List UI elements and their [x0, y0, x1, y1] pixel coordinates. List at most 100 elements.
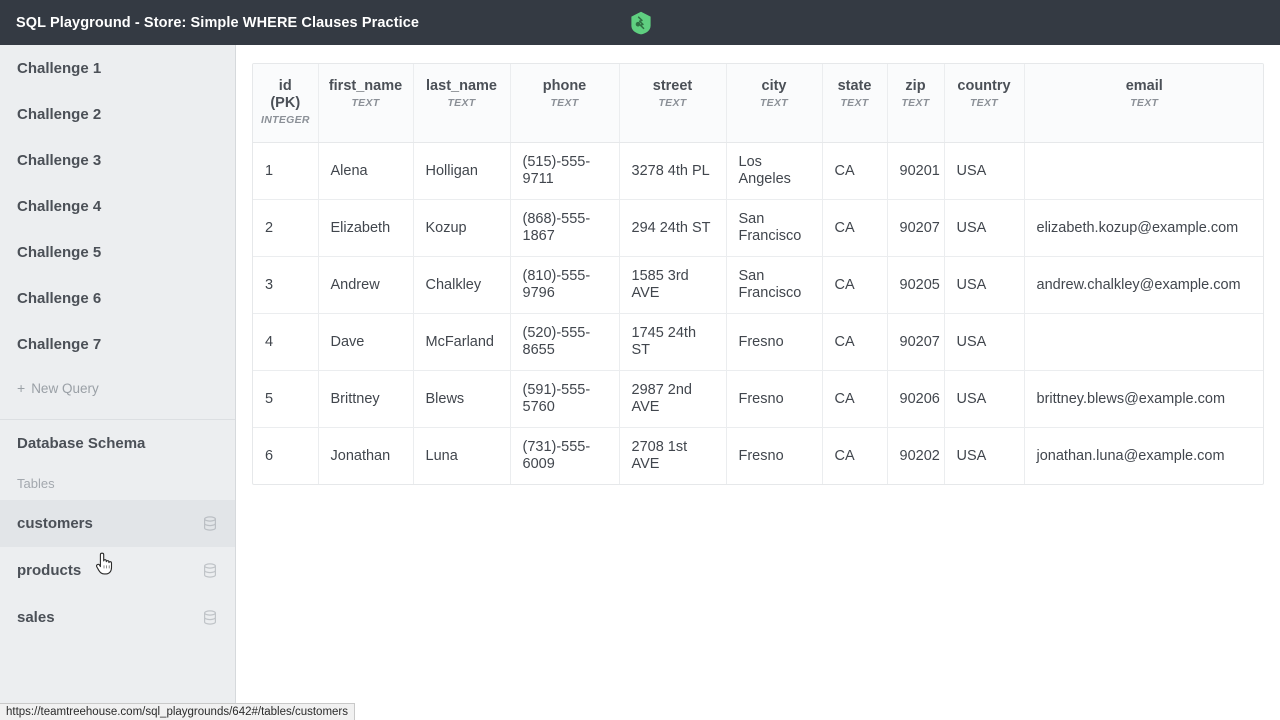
cell-zip: 90202 — [887, 427, 945, 484]
sidebar-item-label: Challenge 3 — [17, 151, 102, 169]
column-header-name: last_name — [426, 78, 497, 94]
sidebar-item-table-sales[interactable]: sales — [0, 594, 235, 641]
sidebar-item-label: Challenge 6 — [17, 289, 102, 307]
cell-street: 1585 3rd AVE — [619, 256, 727, 314]
sidebar-item-challenge-3[interactable]: Challenge 3 — [0, 137, 235, 183]
cell-first-name: Elizabeth — [318, 199, 414, 257]
table-row[interactable]: 3 Andrew Chalkley (810)-555-9796 1585 3r… — [253, 256, 1263, 314]
cell-state: CA — [822, 256, 888, 314]
new-query-button[interactable]: + New Query — [0, 367, 235, 409]
column-header-first-name[interactable]: first_name TEXT — [318, 64, 414, 143]
main-content: id (PK) INTEGER first_name TEXT last_nam… — [237, 45, 1280, 720]
cell-email: jonathan.luna@example.com — [1036, 447, 1225, 464]
tables-section-label: Tables — [17, 475, 55, 491]
column-header-country[interactable]: country TEXT — [944, 64, 1025, 143]
column-header-type: TEXT — [1130, 97, 1159, 109]
column-header-type: TEXT — [351, 97, 380, 109]
cell-id: 5 — [253, 370, 319, 428]
cell-city: San Francisco — [726, 256, 823, 314]
column-header-email[interactable]: email TEXT — [1024, 64, 1263, 143]
cell-id: 6 — [253, 427, 319, 484]
cell-last-name: Chalkley — [413, 256, 511, 314]
cell-country: USA — [944, 142, 1025, 200]
sidebar-item-label: Challenge 2 — [17, 105, 102, 123]
column-header-name: first_name — [328, 78, 403, 94]
column-header-zip[interactable]: zip TEXT — [887, 64, 945, 143]
cell-first-name: Brittney — [318, 370, 414, 428]
cell-street: 3278 4th PL — [619, 142, 727, 200]
table-row[interactable]: 2 Elizabeth Kozup (868)-555-1867 294 24t… — [253, 199, 1263, 257]
cell-last-name: Holligan — [413, 142, 511, 200]
column-header-name: street — [652, 78, 693, 94]
column-header-type: TEXT — [658, 97, 687, 109]
cell-zip: 90201 — [887, 142, 945, 200]
cell-first-name: Dave — [318, 313, 414, 371]
cell-country: USA — [944, 427, 1025, 484]
sidebar-item-challenge-2[interactable]: Challenge 2 — [0, 91, 235, 137]
treehouse-logo-icon[interactable] — [630, 11, 652, 35]
sidebar-item-challenge-1[interactable]: Challenge 1 — [0, 45, 235, 91]
results-table-container: id (PK) INTEGER first_name TEXT last_nam… — [252, 63, 1264, 485]
cell-first-name: Andrew — [318, 256, 414, 314]
cell-country: USA — [944, 370, 1025, 428]
table-item-label: customers — [17, 515, 93, 532]
cell-country: USA — [944, 199, 1025, 257]
cell-first-name: Jonathan — [318, 427, 414, 484]
column-header-phone[interactable]: phone TEXT — [510, 64, 620, 143]
cell-state: CA — [822, 427, 888, 484]
sidebar-item-challenge-7[interactable]: Challenge 7 — [0, 321, 235, 367]
cell-city: Los Angeles — [726, 142, 823, 200]
cell-phone: (731)-555-6009 — [510, 427, 620, 484]
cell-phone: (591)-555-5760 — [510, 370, 620, 428]
cell-last-name: Luna — [413, 427, 511, 484]
column-header-street[interactable]: street TEXT — [619, 64, 727, 143]
table-row[interactable]: 4 Dave McFarland (520)-555-8655 1745 24t… — [253, 313, 1263, 371]
table-row[interactable]: 1 Alena Holligan (515)-555-9711 3278 4th… — [253, 142, 1263, 200]
table-item-label: products — [17, 562, 82, 579]
column-header-name: email — [1125, 78, 1163, 94]
column-header-type: TEXT — [901, 97, 930, 109]
database-icon — [203, 562, 217, 579]
cell-city: Fresno — [726, 313, 823, 371]
sidebar-item-table-products[interactable]: products — [0, 547, 235, 594]
table-row[interactable]: 6 Jonathan Luna (731)-555-6009 2708 1st … — [253, 427, 1263, 484]
cell-state: CA — [822, 199, 888, 257]
cell-street: 2708 1st AVE — [619, 427, 727, 484]
sidebar-divider — [0, 419, 235, 420]
table-row[interactable]: 5 Brittney Blews (591)-555-5760 2987 2nd… — [253, 370, 1263, 428]
table-header-row: id (PK) INTEGER first_name TEXT last_nam… — [253, 64, 1263, 143]
cell-zip: 90207 — [887, 313, 945, 371]
plus-icon: + — [17, 380, 26, 396]
sidebar-item-challenge-4[interactable]: Challenge 4 — [0, 183, 235, 229]
cell-state: CA — [822, 142, 888, 200]
cell-city: Fresno — [726, 427, 823, 484]
sidebar-item-table-customers[interactable]: customers — [0, 500, 235, 547]
cell-email: andrew.chalkley@example.com — [1024, 256, 1263, 314]
column-header-last-name[interactable]: last_name TEXT — [413, 64, 511, 143]
database-schema-header[interactable]: Database Schema — [0, 420, 235, 466]
cell-country: USA — [944, 256, 1025, 314]
column-header-id[interactable]: id (PK) INTEGER — [253, 64, 319, 143]
top-header-bar: SQL Playground - Store: Simple WHERE Cla… — [0, 0, 1280, 45]
sidebar-item-label: Challenge 7 — [17, 335, 102, 353]
cell-country: USA — [944, 313, 1025, 371]
sidebar-item-challenge-6[interactable]: Challenge 6 — [0, 275, 235, 321]
cell-id: 4 — [253, 313, 319, 371]
column-header-type: TEXT — [550, 97, 579, 109]
sidebar-item-challenge-5[interactable]: Challenge 5 — [0, 229, 235, 275]
cell-phone: (810)-555-9796 — [510, 256, 620, 314]
column-header-type: INTEGER — [261, 114, 310, 126]
column-header-state[interactable]: state TEXT — [822, 64, 888, 143]
column-header-name: id — [278, 78, 292, 94]
column-header-name: phone — [542, 78, 587, 94]
cell-id: 3 — [253, 256, 319, 314]
cell-email: brittney.blews@example.com — [1024, 370, 1263, 428]
cell-id: 2 — [253, 199, 319, 257]
column-header-city[interactable]: city TEXT — [726, 64, 823, 143]
cell-zip: 90205 — [887, 256, 945, 314]
status-bar-url: https://teamtreehouse.com/sql_playground… — [0, 703, 355, 720]
sidebar: Challenge 1 Challenge 2 Challenge 3 Chal… — [0, 45, 236, 720]
database-icon — [203, 609, 217, 626]
database-icon — [203, 515, 217, 532]
